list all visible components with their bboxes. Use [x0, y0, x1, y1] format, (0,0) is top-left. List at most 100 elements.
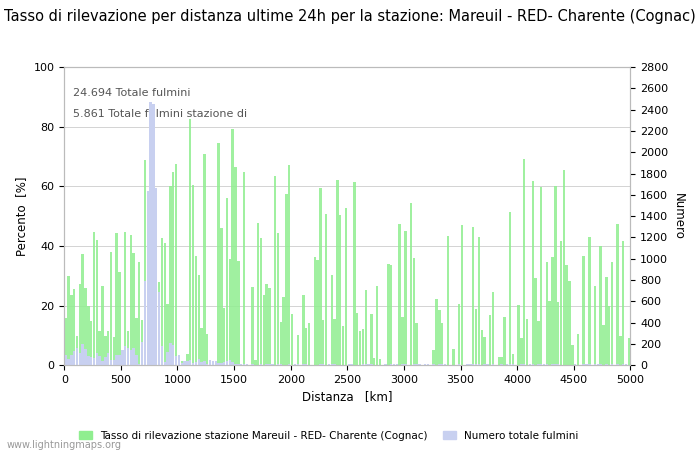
Bar	[232, 129, 234, 365]
Bar	[351, 364, 353, 365]
Bar	[169, 186, 172, 365]
Bar	[291, 364, 293, 365]
Bar	[557, 302, 559, 365]
Bar	[144, 160, 146, 365]
Bar	[469, 364, 472, 365]
Bar	[223, 308, 225, 365]
Bar	[356, 313, 358, 365]
Bar	[588, 237, 591, 365]
Bar	[78, 352, 81, 365]
Bar	[517, 364, 520, 365]
Bar	[110, 360, 112, 365]
Bar	[322, 364, 325, 365]
Bar	[308, 324, 310, 365]
Text: www.lightningmaps.org: www.lightningmaps.org	[7, 440, 122, 450]
Bar	[70, 356, 73, 365]
Bar	[322, 320, 325, 365]
Bar	[404, 364, 407, 365]
Bar	[608, 364, 610, 365]
Bar	[534, 279, 537, 365]
Bar	[537, 321, 540, 365]
Bar	[328, 364, 330, 365]
Bar	[466, 364, 469, 365]
Bar	[552, 364, 554, 365]
Bar	[582, 364, 585, 365]
Bar	[416, 364, 418, 365]
Bar	[611, 364, 613, 365]
Bar	[262, 295, 265, 365]
Y-axis label: Percento  [%]: Percento [%]	[15, 176, 28, 256]
Bar	[265, 364, 268, 365]
Bar	[435, 299, 438, 365]
Bar	[316, 364, 319, 365]
Bar	[605, 364, 608, 365]
Bar	[164, 362, 166, 365]
Bar	[359, 331, 361, 365]
Bar	[365, 364, 367, 365]
Bar	[291, 314, 293, 365]
Bar	[330, 275, 333, 365]
Bar	[520, 364, 523, 365]
Text: 24.694 Totale fulmini: 24.694 Totale fulmini	[73, 88, 190, 98]
Bar	[477, 237, 480, 365]
Bar	[336, 180, 339, 365]
Bar	[96, 353, 98, 365]
Bar	[229, 360, 231, 365]
Bar	[594, 286, 596, 365]
Bar	[433, 350, 435, 365]
Bar	[297, 335, 299, 365]
Bar	[526, 319, 528, 365]
Bar	[484, 364, 486, 365]
Bar	[552, 257, 554, 365]
Bar	[390, 265, 393, 365]
Bar	[240, 364, 242, 365]
Bar	[90, 357, 92, 365]
Bar	[158, 282, 160, 365]
Bar	[492, 364, 494, 365]
Bar	[305, 328, 307, 365]
Bar	[251, 288, 253, 365]
Bar	[192, 185, 195, 365]
Bar	[557, 364, 559, 365]
Bar	[458, 304, 461, 365]
Text: Tasso di rilevazione per distanza ultime 24h per la stazione: Mareuil - RED- Cha: Tasso di rilevazione per distanza ultime…	[4, 9, 696, 24]
Bar	[362, 364, 364, 365]
Bar	[404, 231, 407, 365]
Bar	[373, 358, 375, 365]
Bar	[99, 356, 101, 365]
Bar	[186, 361, 188, 365]
Bar	[214, 361, 217, 365]
Bar	[617, 364, 619, 365]
Bar	[563, 171, 565, 365]
Bar	[234, 364, 237, 365]
Bar	[138, 364, 141, 365]
Bar	[288, 165, 290, 365]
Bar	[302, 364, 304, 365]
Bar	[419, 364, 421, 365]
Bar	[387, 364, 390, 365]
Bar	[617, 224, 619, 365]
Bar	[594, 364, 596, 365]
Bar	[67, 276, 70, 365]
Bar	[152, 104, 155, 365]
Bar	[461, 225, 463, 365]
Bar	[412, 364, 415, 365]
Bar	[395, 364, 398, 365]
Bar	[229, 259, 231, 365]
Bar	[271, 364, 274, 365]
Bar	[127, 331, 130, 365]
Bar	[288, 364, 290, 365]
Bar	[209, 360, 211, 365]
Bar	[116, 233, 118, 365]
Bar	[206, 334, 209, 365]
Bar	[282, 297, 285, 365]
Bar	[116, 355, 118, 365]
Bar	[254, 360, 256, 365]
Bar	[226, 198, 228, 365]
Bar	[211, 363, 214, 365]
Bar	[81, 344, 84, 365]
Bar	[339, 364, 342, 365]
X-axis label: Distanza   [km]: Distanza [km]	[302, 391, 393, 404]
Bar	[217, 363, 220, 365]
Bar	[209, 361, 211, 365]
